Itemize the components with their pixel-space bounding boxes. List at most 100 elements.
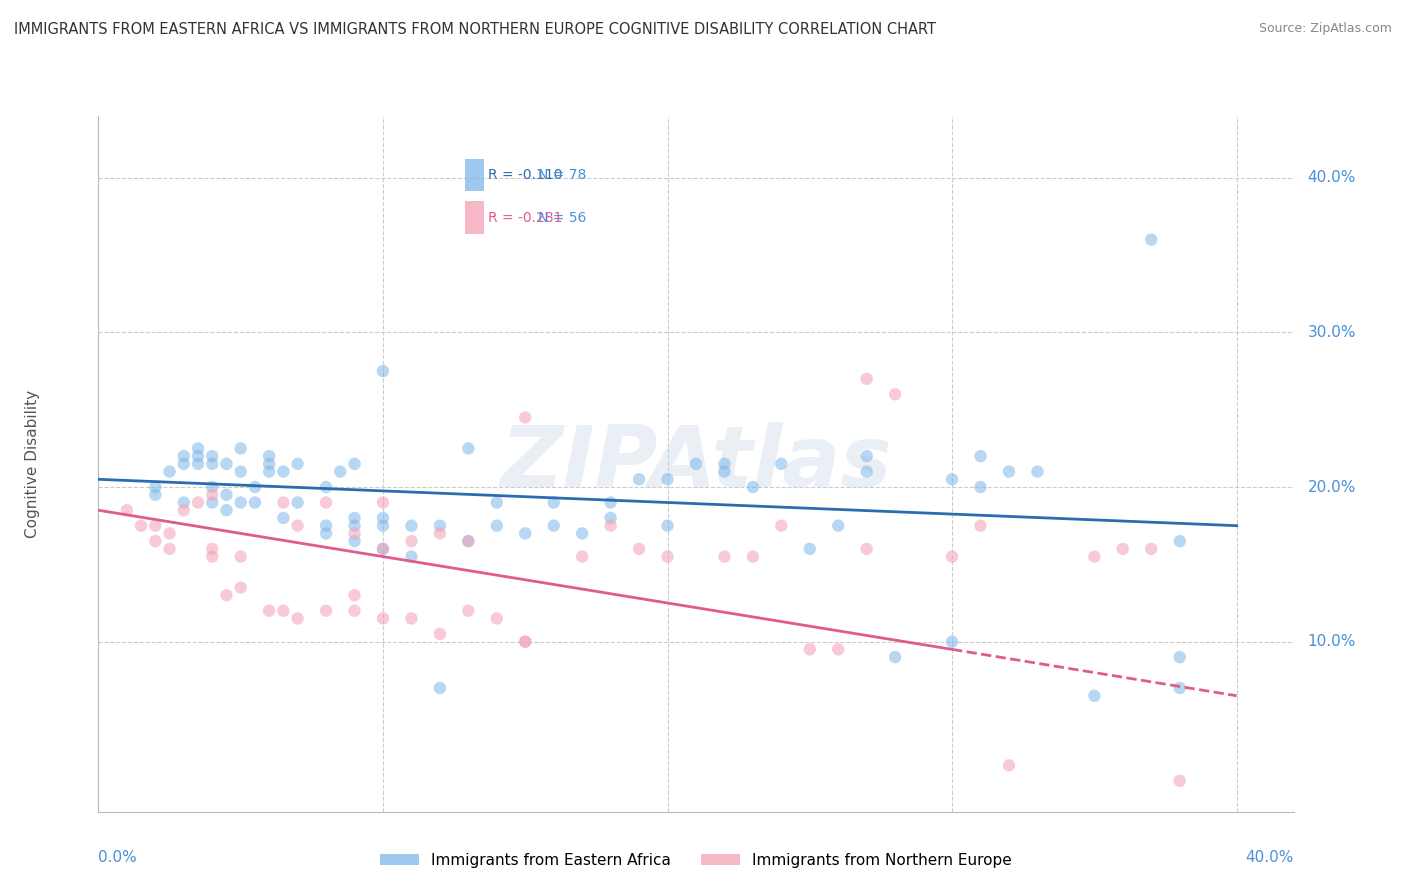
Point bbox=[485, 518, 508, 533]
Point bbox=[371, 511, 394, 525]
Point bbox=[855, 372, 877, 386]
Text: Cognitive Disability: Cognitive Disability bbox=[25, 390, 41, 538]
Point bbox=[571, 526, 593, 541]
Point bbox=[187, 457, 209, 471]
Point bbox=[884, 387, 907, 401]
Point bbox=[1026, 465, 1049, 479]
Point bbox=[941, 472, 963, 486]
Point bbox=[599, 518, 621, 533]
Point bbox=[884, 650, 907, 665]
Point bbox=[229, 442, 252, 456]
FancyBboxPatch shape bbox=[465, 202, 484, 234]
Point bbox=[229, 549, 252, 564]
Text: 40.0%: 40.0% bbox=[1246, 850, 1294, 865]
Point bbox=[187, 495, 209, 509]
Point bbox=[371, 611, 394, 625]
Point bbox=[257, 465, 280, 479]
Point bbox=[827, 642, 849, 657]
Point bbox=[371, 541, 394, 556]
Point bbox=[287, 495, 309, 509]
Point bbox=[515, 526, 537, 541]
Point bbox=[343, 518, 366, 533]
Point bbox=[401, 534, 423, 549]
Point bbox=[855, 541, 877, 556]
Point bbox=[457, 534, 479, 549]
Point bbox=[969, 518, 991, 533]
Point bbox=[201, 449, 224, 463]
Point bbox=[287, 518, 309, 533]
Point bbox=[657, 518, 679, 533]
Point bbox=[571, 549, 593, 564]
Text: 10.0%: 10.0% bbox=[1308, 634, 1357, 649]
Point bbox=[628, 472, 651, 486]
Point bbox=[969, 480, 991, 494]
Point bbox=[515, 634, 537, 648]
Point bbox=[329, 465, 352, 479]
Point bbox=[115, 503, 138, 517]
Point bbox=[1112, 541, 1135, 556]
Text: N = 78: N = 78 bbox=[538, 169, 586, 182]
Point bbox=[343, 534, 366, 549]
Point bbox=[685, 457, 707, 471]
Point bbox=[229, 495, 252, 509]
Point bbox=[187, 442, 209, 456]
Point bbox=[599, 511, 621, 525]
Point bbox=[628, 541, 651, 556]
Point bbox=[1168, 534, 1191, 549]
Point bbox=[770, 518, 793, 533]
Point bbox=[343, 511, 366, 525]
Point bbox=[315, 495, 337, 509]
Point bbox=[273, 495, 295, 509]
Point bbox=[201, 457, 224, 471]
Point bbox=[257, 457, 280, 471]
Point bbox=[215, 457, 238, 471]
Point bbox=[257, 449, 280, 463]
Point bbox=[998, 758, 1021, 772]
Point bbox=[173, 495, 195, 509]
Point bbox=[429, 526, 451, 541]
Point bbox=[827, 518, 849, 533]
Point bbox=[243, 495, 266, 509]
Point bbox=[201, 480, 224, 494]
Point bbox=[741, 480, 763, 494]
Point bbox=[1140, 541, 1163, 556]
Text: R = -0.281: R = -0.281 bbox=[488, 211, 562, 225]
Point bbox=[599, 495, 621, 509]
Point bbox=[713, 549, 735, 564]
Point bbox=[941, 634, 963, 648]
Text: N = 56: N = 56 bbox=[538, 211, 586, 225]
Point bbox=[741, 549, 763, 564]
Point bbox=[343, 457, 366, 471]
Point bbox=[201, 495, 224, 509]
Point bbox=[799, 642, 821, 657]
Point bbox=[457, 604, 479, 618]
Point bbox=[543, 518, 565, 533]
Point bbox=[485, 495, 508, 509]
Point bbox=[187, 449, 209, 463]
Point bbox=[770, 457, 793, 471]
Point bbox=[1140, 233, 1163, 247]
Legend: Immigrants from Eastern Africa, Immigrants from Northern Europe: Immigrants from Eastern Africa, Immigran… bbox=[374, 847, 1018, 873]
Point bbox=[713, 465, 735, 479]
FancyBboxPatch shape bbox=[465, 159, 484, 192]
Point bbox=[429, 627, 451, 641]
Text: IMMIGRANTS FROM EASTERN AFRICA VS IMMIGRANTS FROM NORTHERN EUROPE COGNITIVE DISA: IMMIGRANTS FROM EASTERN AFRICA VS IMMIGR… bbox=[14, 22, 936, 37]
Point bbox=[173, 503, 195, 517]
Point bbox=[799, 541, 821, 556]
Point bbox=[143, 480, 166, 494]
Point bbox=[457, 442, 479, 456]
Text: ZIPAtlas: ZIPAtlas bbox=[501, 422, 891, 506]
Point bbox=[713, 457, 735, 471]
Point bbox=[315, 604, 337, 618]
Point bbox=[315, 518, 337, 533]
Point bbox=[143, 488, 166, 502]
Point bbox=[371, 364, 394, 378]
Point bbox=[229, 465, 252, 479]
Point bbox=[273, 465, 295, 479]
Point bbox=[159, 465, 181, 479]
Point bbox=[543, 495, 565, 509]
Text: 40.0%: 40.0% bbox=[1308, 170, 1357, 186]
Point bbox=[273, 604, 295, 618]
Text: R = -0.110: R = -0.110 bbox=[488, 169, 562, 182]
Point bbox=[485, 611, 508, 625]
